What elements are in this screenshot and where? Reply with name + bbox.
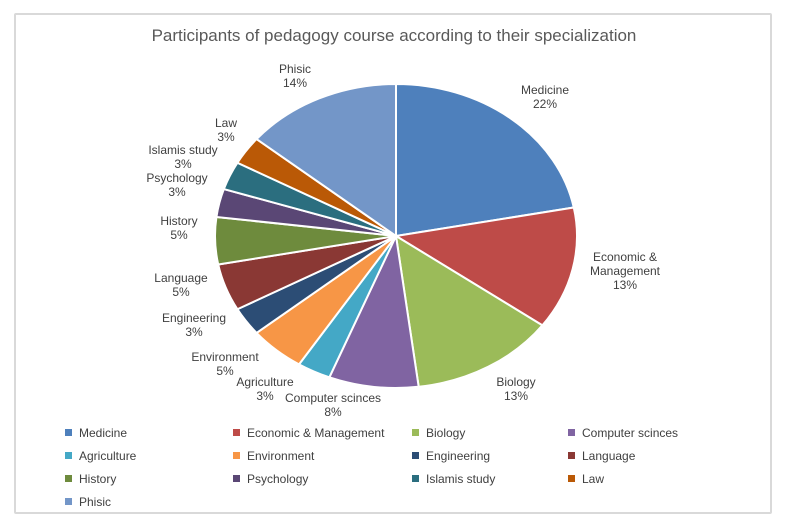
slice-label-engineering: Engineering 3% (161, 311, 227, 339)
legend-swatch-environment (233, 452, 240, 459)
legend-item-psychology: Psychology (233, 467, 412, 490)
legend-swatch-law (568, 475, 575, 482)
legend-item-phisic: Phisic (65, 490, 233, 513)
pie-slice-biology (395, 235, 544, 388)
legend-swatch-islamis-study (412, 475, 419, 482)
slice-label-environment: Environment 5% (191, 350, 259, 378)
slice-label-islamis-study: Islamis study 3% (148, 143, 218, 171)
legend-item-engineering: Engineering (412, 444, 568, 467)
legend-item-agriculture: Agriculture (65, 444, 233, 467)
legend-label: Language (582, 448, 636, 463)
legend-label: Medicine (79, 425, 128, 440)
chart-title: Participants of pedagogy course accordin… (151, 26, 637, 45)
legend-label: Islamis study (426, 471, 496, 486)
legend-item-economic-management: Economic & Management (233, 421, 412, 444)
slice-label-law: Law 3% (214, 116, 238, 144)
slice-label-medicine: Medicine 22% (520, 83, 570, 111)
legend-label: History (79, 471, 117, 486)
legend-item-environment: Environment (233, 444, 412, 467)
legend-swatch-phisic (65, 498, 72, 505)
pie-slice-economic-management (395, 206, 578, 327)
legend-item-language: Language (568, 444, 774, 467)
legend-label: Environment (247, 448, 315, 463)
pie-slice-medicine (395, 83, 575, 237)
slice-label-biology: Biology 13% (496, 375, 536, 403)
legend-label: Engineering (426, 448, 491, 463)
legend-swatch-computer-scinces (568, 429, 575, 436)
legend-item-biology: Biology (412, 421, 568, 444)
legend-item-law: Law (568, 467, 774, 490)
legend-swatch-medicine (65, 429, 72, 436)
legend-item-computer-scinces: Computer scinces (568, 421, 774, 444)
legend-item-history: History (65, 467, 233, 490)
legend-label: Agriculture (79, 448, 137, 463)
legend-item-islamis-study: Islamis study (412, 467, 568, 490)
legend-label: Biology (426, 425, 466, 440)
legend-label: Psychology (247, 471, 309, 486)
legend-swatch-history (65, 475, 72, 482)
slice-label-economic-management: Economic & Management 13% (589, 250, 661, 292)
legend-swatch-psychology (233, 475, 240, 482)
legend-label: Law (582, 471, 605, 486)
slice-label-agriculture: Agriculture 3% (236, 375, 294, 403)
pie-slice-phisic (255, 83, 397, 237)
legend-swatch-biology (412, 429, 419, 436)
slice-label-language: Language 5% (154, 271, 208, 299)
legend-label: Computer scinces (582, 425, 679, 440)
legend-swatch-engineering (412, 452, 419, 459)
slice-label-phisic: Phisic 14% (278, 62, 312, 90)
pie-slice-computer-scinces (328, 235, 420, 389)
legend-label: Phisic (79, 494, 112, 509)
legend-label: Economic & Management (247, 425, 385, 440)
legend-swatch-economic-management (233, 429, 240, 436)
slice-label-history: History 5% (160, 214, 198, 242)
legend: Medicine Economic & Management Biology Comp… (14, 421, 774, 513)
legend-swatch-agriculture (65, 452, 72, 459)
legend-swatch-language (568, 452, 575, 459)
slice-label-psychology: Psychology 3% (146, 171, 208, 199)
legend-item-medicine: Medicine (65, 421, 233, 444)
slice-label-computer-scinces: Computer scinces 8% (284, 391, 382, 419)
